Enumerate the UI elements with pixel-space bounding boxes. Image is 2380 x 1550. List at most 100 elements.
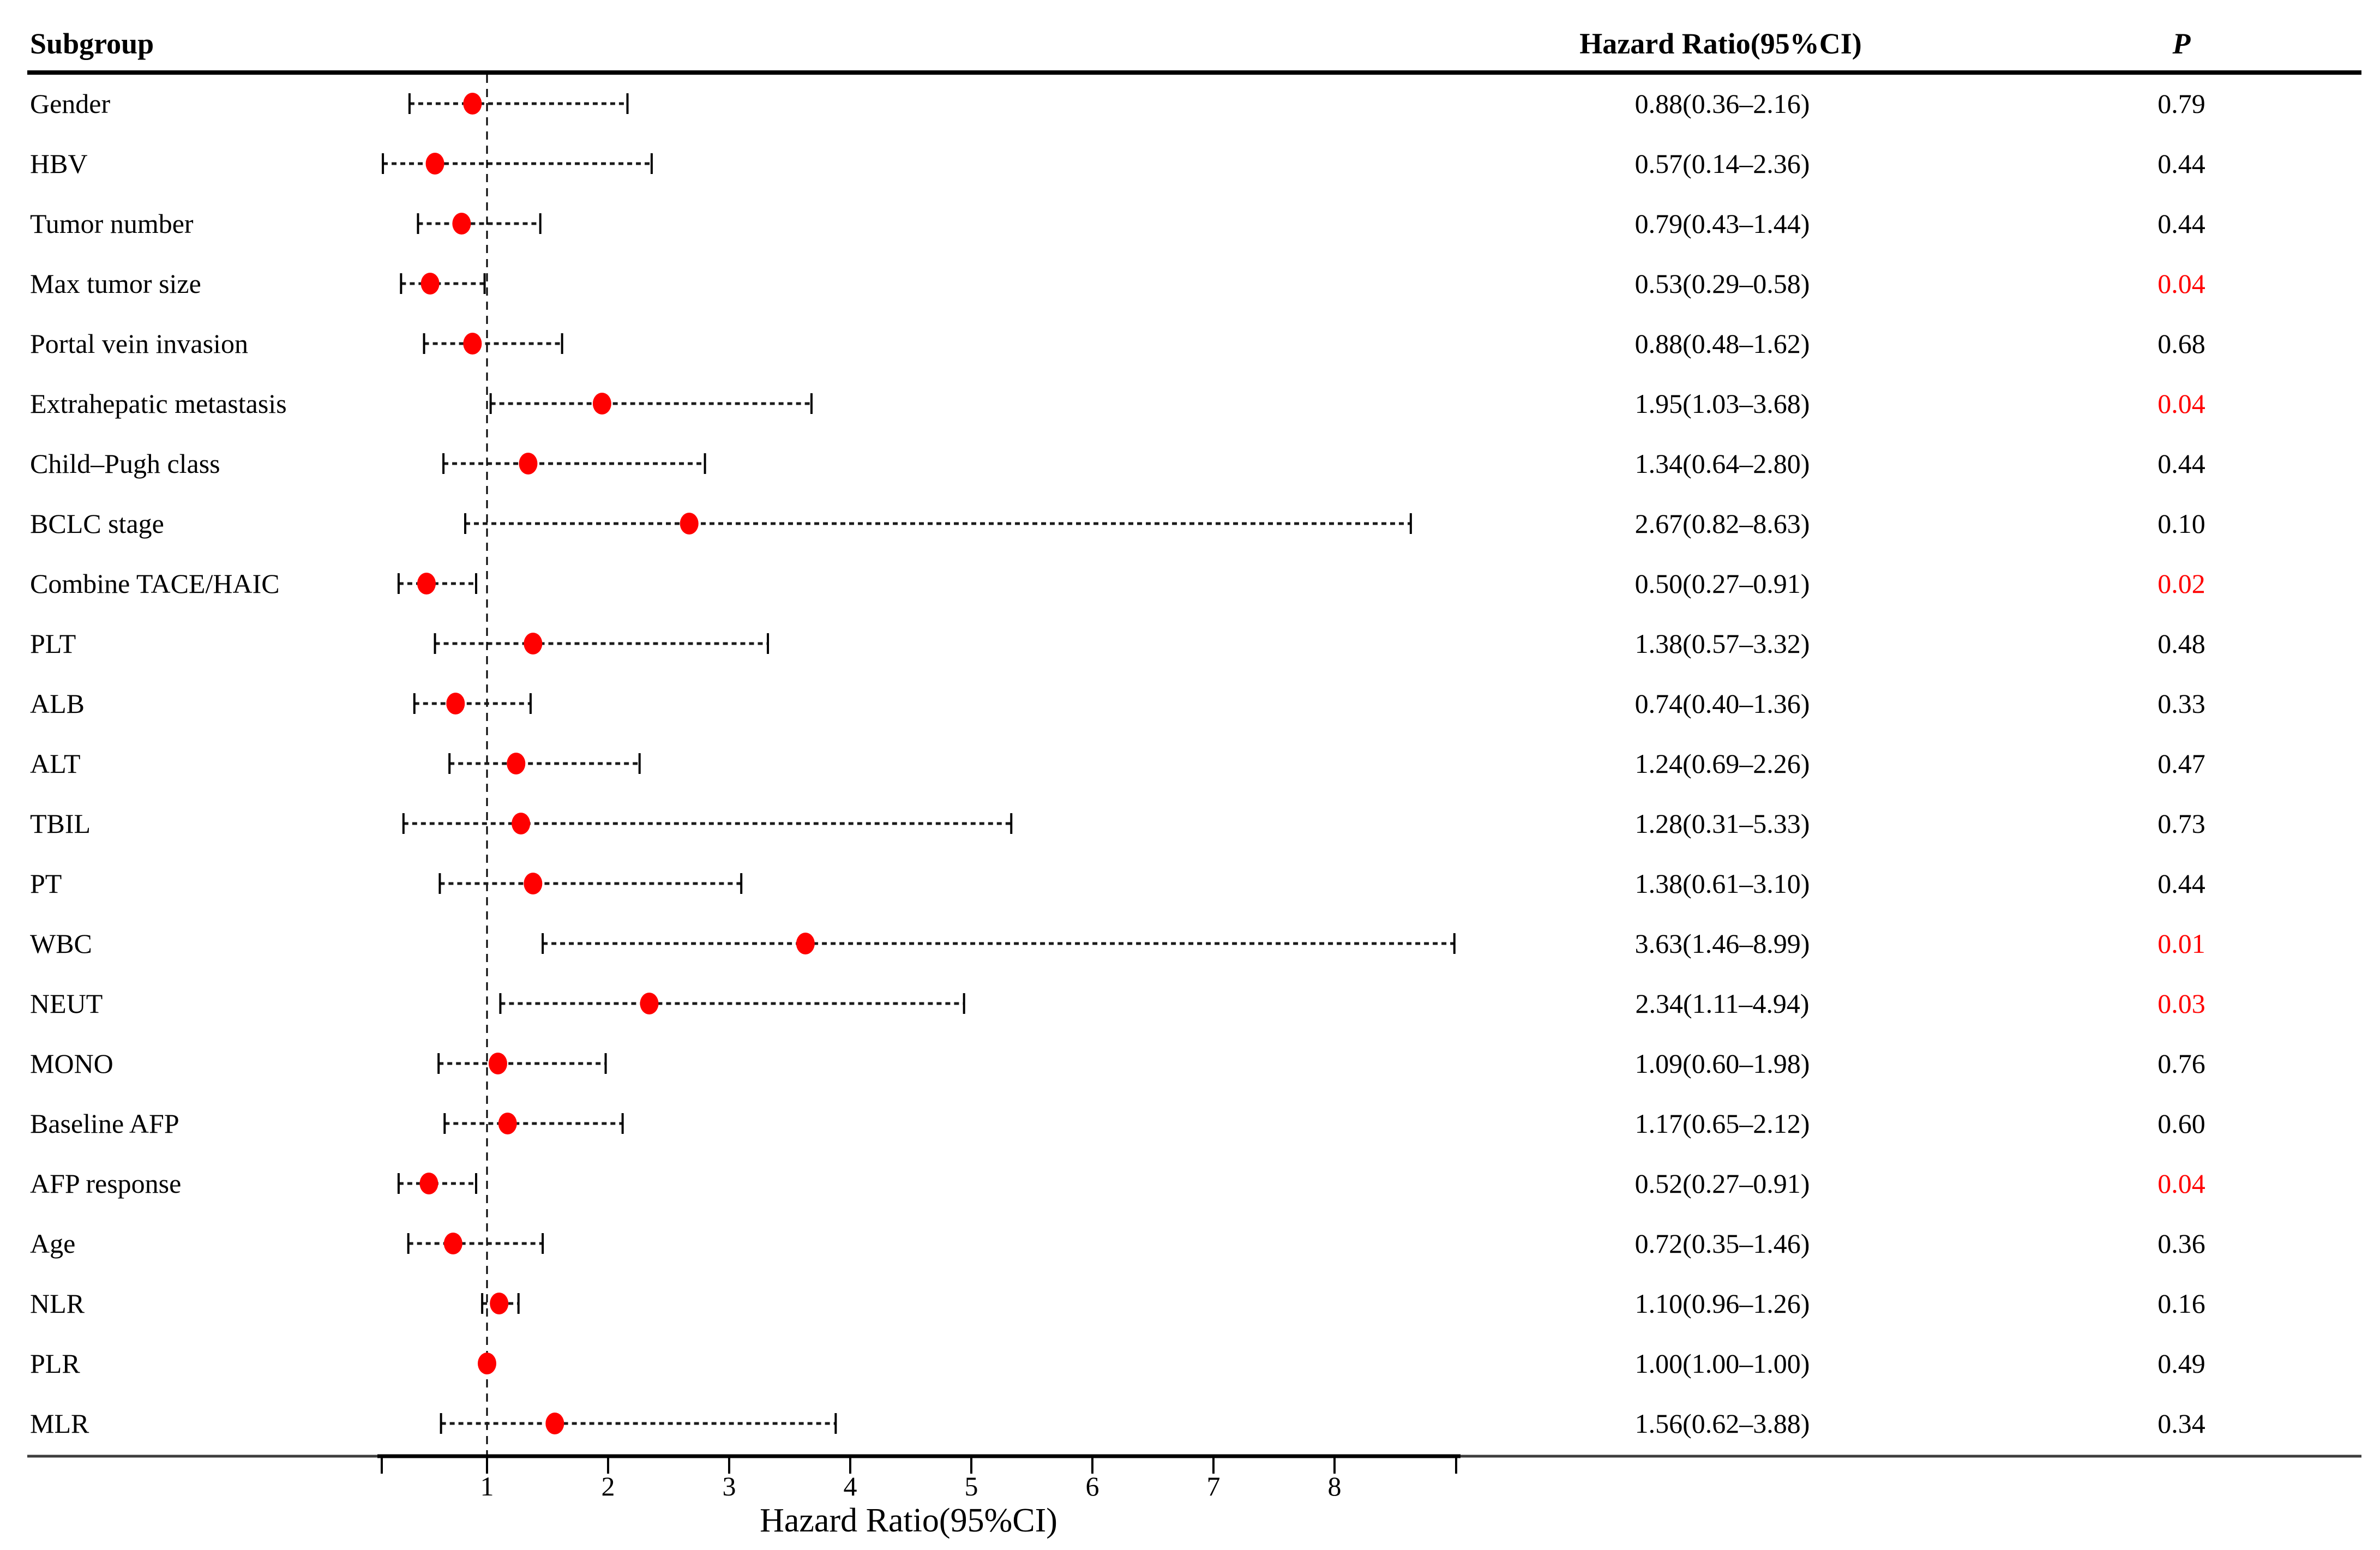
subgroup-label: PLT bbox=[30, 628, 76, 659]
hazard-ratio-value: 0.57(0.14–2.36) bbox=[1634, 148, 1810, 179]
subgroup-label: Child–Pugh class bbox=[30, 448, 220, 479]
column-header-subgroup: Subgroup bbox=[30, 27, 154, 60]
subgroup-label: MONO bbox=[30, 1048, 113, 1079]
hazard-ratio-value: 3.63(1.46–8.99) bbox=[1634, 928, 1810, 959]
hr-point bbox=[507, 753, 526, 774]
hazard-ratio-value: 1.24(0.69–2.26) bbox=[1634, 748, 1810, 779]
p-value: 0.68 bbox=[2157, 328, 2205, 359]
hazard-ratio-value: 1.09(0.60–1.98) bbox=[1634, 1048, 1810, 1079]
hr-point bbox=[420, 273, 440, 295]
subgroup-label: Portal vein invasion bbox=[30, 328, 248, 359]
hazard-ratio-value: 1.10(0.96–1.26) bbox=[1634, 1288, 1810, 1319]
subgroup-label: ALT bbox=[30, 748, 81, 779]
subgroup-label: BCLC stage bbox=[30, 508, 164, 539]
p-value: 0.10 bbox=[2157, 508, 2205, 539]
hazard-ratio-value: 1.17(0.65–2.12) bbox=[1634, 1108, 1810, 1139]
hazard-ratio-value: 1.38(0.57–3.32) bbox=[1634, 628, 1810, 659]
hazard-ratio-value: 0.88(0.48–1.62) bbox=[1634, 328, 1810, 359]
hr-point bbox=[452, 213, 471, 235]
subgroup-label: WBC bbox=[30, 928, 92, 959]
p-value: 0.03 bbox=[2157, 988, 2205, 1019]
x-axis-title: Hazard Ratio(95%CI) bbox=[760, 1502, 1057, 1539]
hazard-ratio-value: 1.00(1.00–1.00) bbox=[1634, 1348, 1810, 1379]
hazard-ratio-value: 0.50(0.27–0.91) bbox=[1634, 568, 1810, 599]
hazard-ratio-value: 0.88(0.36–2.16) bbox=[1634, 88, 1810, 119]
x-tick-label: 2 bbox=[601, 1471, 615, 1501]
p-value: 0.44 bbox=[2157, 208, 2205, 239]
hr-point bbox=[680, 513, 699, 534]
hr-point bbox=[796, 933, 815, 954]
subgroup-label: NLR bbox=[30, 1288, 85, 1319]
hr-point bbox=[545, 1413, 564, 1434]
hr-point bbox=[524, 873, 543, 894]
hr-point bbox=[488, 1053, 507, 1074]
p-value: 0.44 bbox=[2157, 448, 2205, 479]
subgroup-label: Age bbox=[30, 1228, 76, 1259]
p-value: 0.16 bbox=[2157, 1288, 2205, 1319]
subgroup-label: PT bbox=[30, 868, 62, 899]
p-value: 0.01 bbox=[2157, 928, 2205, 959]
p-value: 0.02 bbox=[2157, 568, 2205, 599]
hr-point bbox=[417, 573, 436, 594]
subgroup-label: ALB bbox=[30, 688, 85, 719]
hr-point bbox=[446, 693, 465, 714]
p-value: 0.34 bbox=[2157, 1408, 2205, 1439]
p-value: 0.44 bbox=[2157, 148, 2205, 179]
p-value: 0.47 bbox=[2157, 748, 2205, 779]
subgroup-label: PLR bbox=[30, 1348, 80, 1379]
p-value: 0.60 bbox=[2157, 1108, 2205, 1139]
p-value: 0.36 bbox=[2157, 1228, 2205, 1259]
subgroup-label: Baseline AFP bbox=[30, 1108, 179, 1139]
hazard-ratio-value: 0.74(0.40–1.36) bbox=[1634, 688, 1810, 719]
hazard-ratio-value: 1.34(0.64–2.80) bbox=[1634, 448, 1810, 479]
subgroup-label: Combine TACE/HAIC bbox=[30, 568, 280, 599]
p-value: 0.44 bbox=[2157, 868, 2205, 899]
hr-point bbox=[478, 1353, 496, 1374]
hazard-ratio-value: 1.38(0.61–3.10) bbox=[1634, 868, 1810, 899]
hr-point bbox=[524, 633, 543, 654]
hr-point bbox=[512, 813, 531, 834]
column-header-hazard-ratio: Hazard Ratio(95%CI) bbox=[1579, 27, 1862, 60]
subgroup-label: Extrahepatic metastasis bbox=[30, 388, 287, 419]
hazard-ratio-value: 1.28(0.31–5.33) bbox=[1634, 808, 1810, 839]
subgroup-label: HBV bbox=[30, 148, 88, 179]
x-tick-label: 6 bbox=[1085, 1471, 1099, 1501]
hr-point bbox=[443, 1233, 462, 1254]
x-tick-label: 7 bbox=[1206, 1471, 1221, 1501]
p-value: 0.48 bbox=[2157, 628, 2205, 659]
hr-point bbox=[498, 1113, 517, 1134]
x-tick-label: 3 bbox=[722, 1471, 736, 1501]
hr-point bbox=[490, 1293, 509, 1314]
hazard-ratio-value: 1.56(0.62–3.88) bbox=[1634, 1408, 1810, 1439]
hazard-ratio-value: 1.95(1.03–3.68) bbox=[1634, 388, 1810, 419]
subgroup-label: NEUT bbox=[30, 988, 103, 1019]
hr-point bbox=[463, 93, 482, 115]
hr-point bbox=[425, 153, 444, 175]
x-tick-label: 8 bbox=[1327, 1471, 1342, 1501]
x-tick-label: 4 bbox=[843, 1471, 857, 1501]
hr-point bbox=[419, 1173, 438, 1194]
hazard-ratio-value: 0.52(0.27–0.91) bbox=[1634, 1168, 1810, 1199]
p-value: 0.04 bbox=[2157, 388, 2205, 419]
subgroup-label: Gender bbox=[30, 88, 111, 119]
p-value: 0.73 bbox=[2157, 808, 2205, 839]
hazard-ratio-value: 0.79(0.43–1.44) bbox=[1634, 208, 1810, 239]
hazard-ratio-value: 0.72(0.35–1.46) bbox=[1634, 1228, 1810, 1259]
hr-point bbox=[640, 993, 659, 1014]
hr-point bbox=[463, 333, 482, 355]
subgroup-label: MLR bbox=[30, 1408, 89, 1439]
hazard-ratio-value: 0.53(0.29–0.58) bbox=[1634, 268, 1810, 299]
p-value: 0.04 bbox=[2157, 1168, 2205, 1199]
hazard-ratio-value: 2.67(0.82–8.63) bbox=[1634, 508, 1810, 539]
p-value: 0.79 bbox=[2157, 88, 2205, 119]
subgroup-label: Max tumor size bbox=[30, 268, 201, 299]
p-value: 0.76 bbox=[2157, 1048, 2205, 1079]
subgroup-label: TBIL bbox=[30, 808, 91, 839]
top-rule bbox=[27, 70, 2361, 75]
hazard-ratio-value: 2.34(1.11–4.94) bbox=[1635, 988, 1810, 1019]
x-tick-label: 5 bbox=[964, 1471, 978, 1501]
p-value: 0.04 bbox=[2157, 268, 2205, 299]
hr-point bbox=[592, 393, 611, 414]
